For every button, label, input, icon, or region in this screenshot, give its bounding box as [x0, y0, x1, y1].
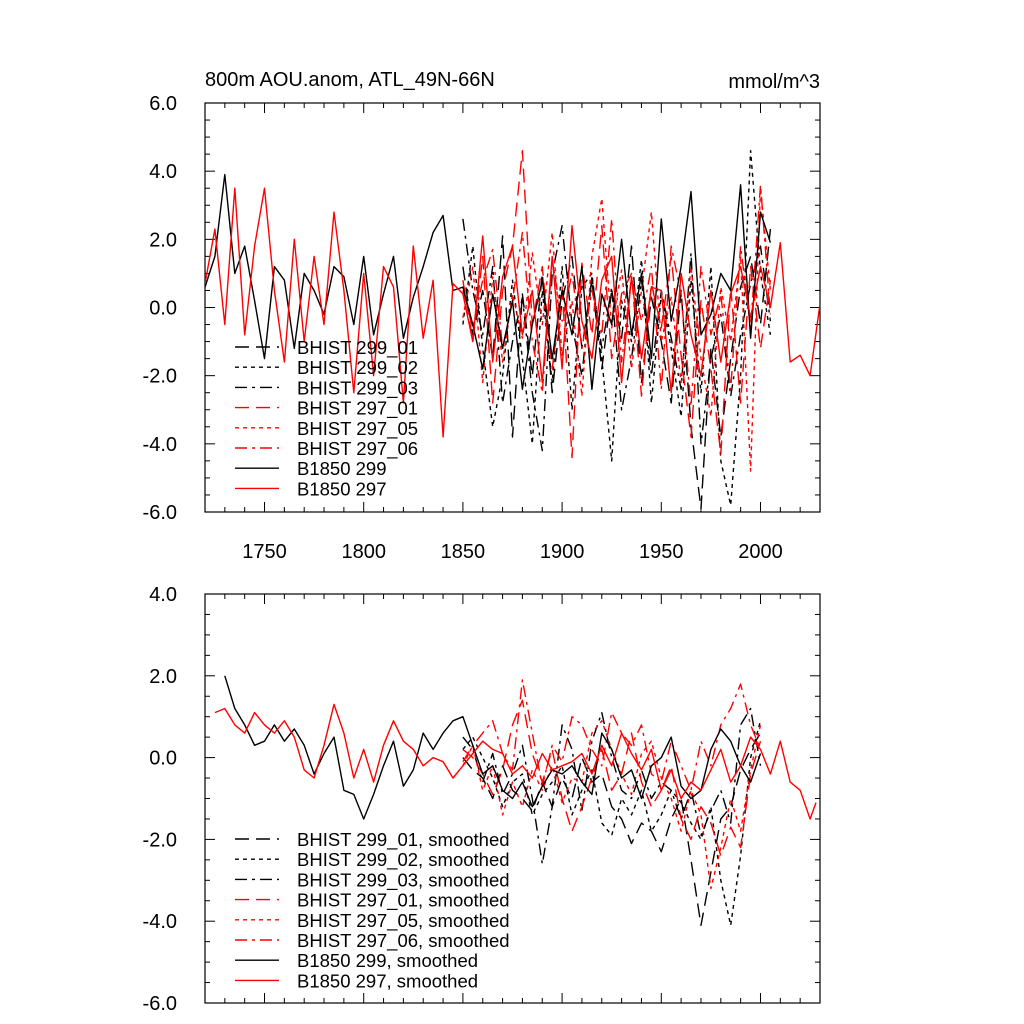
legend-label: BHIST 299_03, smoothed	[297, 869, 510, 891]
series-group	[205, 150, 820, 510]
x-tick-label: 1750	[242, 541, 287, 563]
legend-label: BHIST 297_06	[297, 438, 418, 460]
series-line-bhist-299-03-smoothed	[462, 707, 762, 865]
series-line-bhist-297-06	[462, 184, 772, 407]
legend-label: B1850 299, smoothed	[297, 950, 478, 971]
y-tick-label: 0.0	[149, 298, 177, 320]
x-tick-label: 1950	[639, 541, 684, 563]
series-line-bhist-299-03	[462, 218, 772, 452]
bottom-panel: -6.0 -4.0 -2.0 0.0 2.0 4.0 BHIST 299_01, smoot…	[143, 584, 821, 1015]
legend-label: BHIST 297_01	[297, 398, 418, 420]
legend-label: BHIST 297_05	[297, 418, 418, 440]
legend-label: BHIST 297_05, smoothed	[297, 910, 510, 932]
legend-label: BHIST 299_02, smoothed	[297, 849, 510, 871]
y-tick-label: -6.0	[143, 502, 177, 524]
series-line-bhist-299-02	[462, 150, 772, 506]
series-line-b1850-299	[205, 173, 772, 390]
y-tick-label: 6.0	[149, 93, 177, 115]
y-tick-label: 0.0	[149, 748, 177, 770]
legend-label: BHIST 299_01, smoothed	[297, 829, 510, 851]
series-line-bhist-297-06-smoothed	[462, 679, 762, 791]
legend-label: BHIST 299_03	[297, 377, 418, 399]
series-line-b1850-299-smoothed	[224, 675, 762, 820]
legend-label: B1850 297	[297, 478, 387, 499]
series-group	[214, 675, 817, 926]
title-right: mmol/m^3	[728, 71, 820, 93]
y-tick-label: -2.0	[143, 829, 177, 851]
y-tick-label: 2.0	[149, 229, 177, 251]
title-left: 800m AOU.anom, ATL_49N-66N	[205, 69, 495, 91]
y-tick-label: -4.0	[143, 911, 177, 933]
legend-label: B1850 297, smoothed	[297, 970, 478, 991]
legend-label: B1850 299	[297, 458, 387, 479]
y-tick-label: -6.0	[143, 993, 177, 1015]
series-line-bhist-297-05	[462, 187, 772, 472]
y-tick-label: 4.0	[149, 161, 177, 183]
y-tick-label: 4.0	[149, 584, 177, 606]
y-tick-label: -4.0	[143, 434, 177, 456]
legend-label: BHIST 299_01	[297, 337, 418, 359]
legend-label: BHIST 297_06, smoothed	[297, 930, 510, 952]
series-line-bhist-299-01-smoothed	[462, 732, 762, 926]
y-tick-label: -2.0	[143, 366, 177, 388]
top-panel: -6.0 -4.0 -2.0 0.0 2.0 4.0 6.0 1750 1800 1850 1900…	[143, 93, 821, 563]
legend-label: BHIST 299_02	[297, 357, 418, 379]
x-tick-label: 1850	[441, 541, 486, 563]
series-line-b1850-297-smoothed	[214, 703, 817, 820]
series-line-bhist-297-01-smoothed	[462, 699, 762, 857]
y-tick-label: 2.0	[149, 666, 177, 688]
series-line-b1850-297	[205, 187, 820, 438]
x-tick-label: 2000	[738, 541, 783, 563]
legend-label: BHIST 297_01, smoothed	[297, 890, 510, 912]
x-tick-label: 1900	[540, 541, 585, 563]
x-tick-label: 1800	[341, 541, 386, 563]
